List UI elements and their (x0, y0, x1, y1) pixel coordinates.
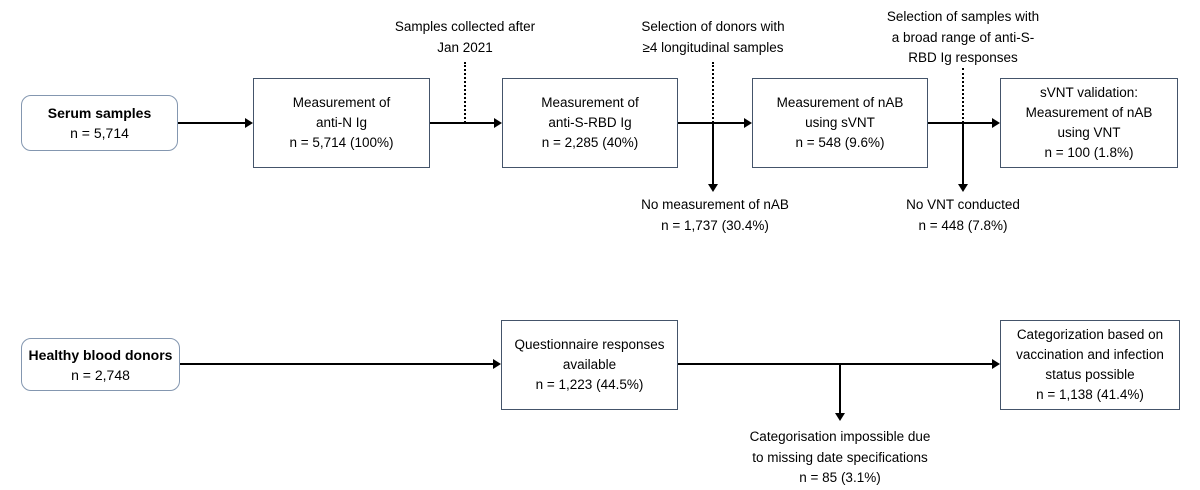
arrowhead-right-icon (992, 359, 1000, 369)
arrowhead-right-icon (245, 118, 253, 128)
arrow-line-srbd-to-svnt (678, 122, 745, 124)
box-label: Measurement of nAB using sVNT (776, 95, 904, 130)
arrowhead-down-icon (708, 184, 718, 192)
arrowhead-right-icon (992, 118, 1000, 128)
exclusion-drop-line-no-vnt (962, 123, 964, 185)
step-box-categorization: Categorization based on vaccination and … (1000, 320, 1180, 410)
dotted-filter-line-longitudinal (712, 62, 714, 123)
box-label: sVNT validation: Measurement of nAB usin… (1025, 85, 1153, 140)
box-count: n = 100 (1.8%) (1044, 145, 1134, 160)
box-count: n = 548 (9.6%) (795, 135, 885, 150)
step-box-questionnaire-responses: Questionnaire responses available n = 1,… (501, 320, 678, 410)
source-box-serum-samples: Serum samples n = 5,714 (21, 95, 178, 151)
exclusion-drop-line-categorisation (839, 364, 841, 414)
arrow-line-svnt-to-vnt (928, 122, 993, 124)
arrow-line-serum-to-antin (178, 122, 246, 124)
box-count: n = 2,285 (40%) (541, 135, 639, 150)
arrow-line-antin-to-srbd (430, 122, 495, 124)
box-count: n = 1,138 (41.4%) (1036, 387, 1144, 402)
filter-note-longitudinal-samples: Selection of donors with ≥4 longitudinal… (641, 19, 785, 55)
filter-note-jan-2021: Samples collected after Jan 2021 (394, 19, 536, 55)
box-label: Measurement of anti-N Ig (292, 95, 391, 130)
step-box-svnt-validation: sVNT validation: Measurement of nAB usin… (1000, 78, 1178, 168)
box-count: n = 5,714 (70, 125, 129, 141)
arrow-line-questionnaire-to-categorization (678, 363, 993, 365)
filter-note-ig-responses: Selection of samples with a broad range … (886, 9, 1040, 65)
exclusion-drop-line-no-nab (712, 123, 714, 185)
box-label: Categorization based on vaccination and … (1016, 327, 1164, 382)
dotted-filter-line-jan-2021 (464, 62, 466, 123)
arrow-line-donors-to-questionnaire (180, 363, 494, 365)
box-count: n = 5,714 (100%) (289, 135, 394, 150)
arrowhead-down-icon (958, 184, 968, 192)
step-box-anti-s-rbd-ig: Measurement of anti-S-RBD Ig n = 2,285 (… (502, 78, 678, 168)
box-count: n = 2,748 (71, 366, 130, 383)
box-title: Healthy blood donors (28, 346, 173, 363)
arrowhead-down-icon (835, 413, 845, 421)
box-label: Questionnaire responses available (514, 337, 665, 372)
exclusion-note-no-vnt: No VNT conducted n = 448 (7.8%) (906, 197, 1020, 233)
box-count: n = 1,223 (44.5%) (535, 377, 644, 392)
step-box-anti-n-ig: Measurement of anti-N Ig n = 5,714 (100%… (253, 78, 430, 168)
exclusion-note-categorisation-impossible: Categorisation impossible due to missing… (749, 429, 931, 485)
step-box-nab-svnt: Measurement of nAB using sVNT n = 548 (9… (752, 78, 928, 168)
arrowhead-right-icon (744, 118, 752, 128)
exclusion-note-no-nab: No measurement of nAB n = 1,737 (30.4%) (641, 197, 789, 233)
arrowhead-right-icon (494, 118, 502, 128)
dotted-filter-line-ig-responses (962, 68, 964, 123)
arrowhead-right-icon (493, 359, 501, 369)
source-box-healthy-blood-donors: Healthy blood donors n = 2,748 (21, 338, 180, 391)
box-label: Measurement of anti-S-RBD Ig (541, 95, 639, 130)
box-title: Serum samples (47, 105, 152, 121)
